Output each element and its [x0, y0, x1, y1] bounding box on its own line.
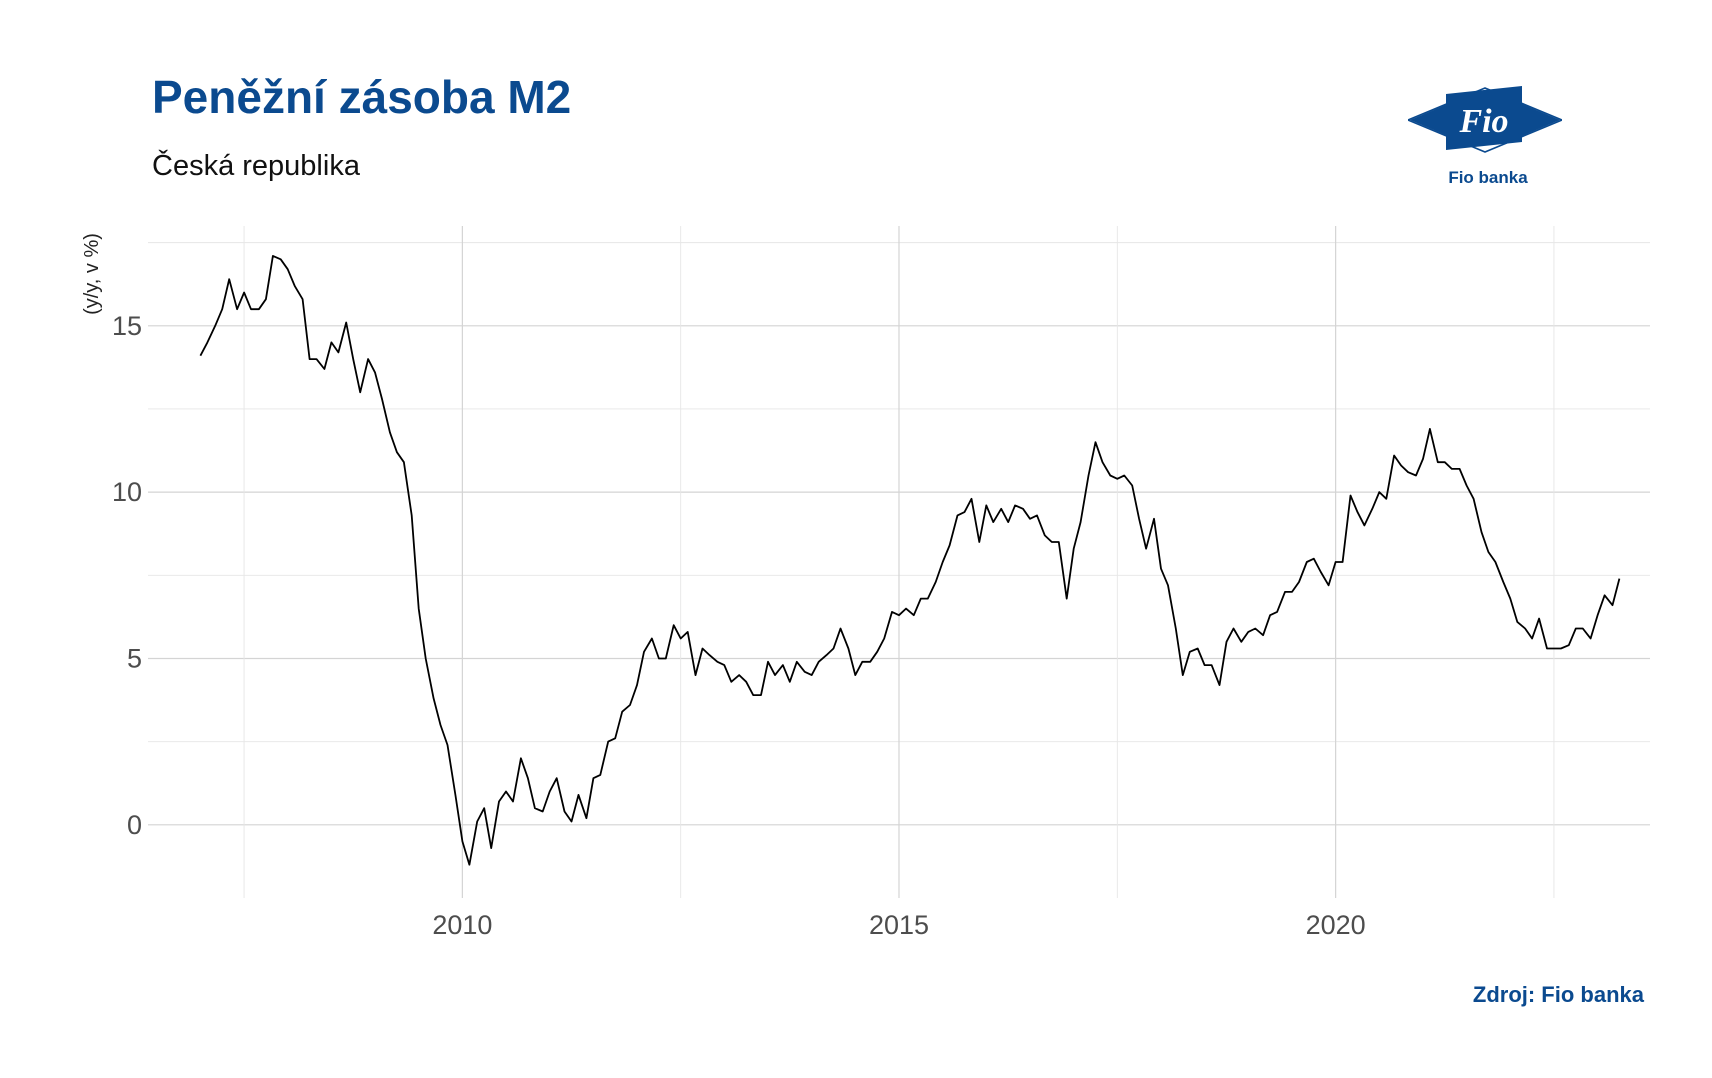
chart-title: Peněžní zásoba M2 [152, 71, 572, 123]
source-note: Zdroj: Fio banka [1472, 982, 1644, 1007]
x-axis-ticks: 2010 2015 2020 [432, 910, 1365, 940]
y-tick-label: 15 [112, 311, 142, 341]
x-tick-label: 2020 [1306, 910, 1366, 940]
chart-grid [148, 226, 1650, 898]
chart-subtitle: Česká republika [152, 150, 360, 182]
series-line [199, 255, 1621, 866]
y-tick-label: 0 [127, 810, 142, 840]
x-tick-label: 2010 [432, 910, 492, 940]
y-axis-label: (y/y, v %) [81, 233, 103, 315]
logo-caption: Fio banka [1448, 168, 1528, 187]
x-tick-label: 2015 [869, 910, 929, 940]
y-axis-ticks: 0 5 10 15 [112, 311, 142, 840]
y-tick-label: 5 [127, 643, 142, 673]
y-tick-label: 10 [112, 477, 142, 507]
logo-mark-text: Fio [1458, 103, 1508, 140]
fio-banka-logo: Fio [1408, 86, 1562, 153]
